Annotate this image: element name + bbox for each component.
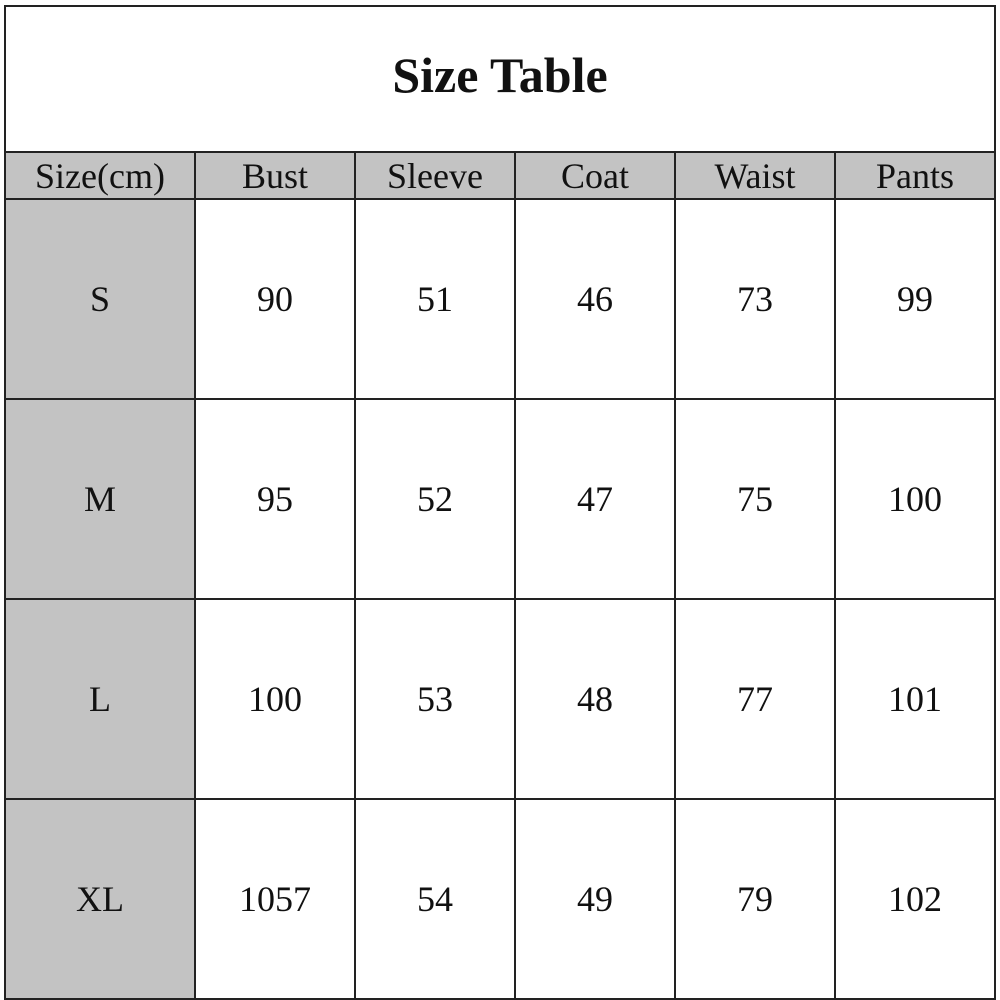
size-table-container: Size Table Size(cm) Bust Sleeve Coat Wai…	[4, 5, 996, 1000]
header-coat: Coat	[514, 151, 676, 200]
waist-cell: 77	[674, 598, 836, 800]
coat-cell: 48	[514, 598, 676, 800]
header-bust: Bust	[194, 151, 356, 200]
header-sleeve: Sleeve	[354, 151, 516, 200]
size-cell: S	[4, 198, 196, 400]
sleeve-cell: 53	[354, 598, 516, 800]
bust-cell: 95	[194, 398, 356, 600]
header-size: Size(cm)	[4, 151, 196, 200]
pants-cell: 101	[834, 598, 996, 800]
table-row: XL 1057 54 49 79 102	[4, 798, 996, 1000]
header-pants: Pants	[834, 151, 996, 200]
table-title: Size Table	[4, 5, 996, 153]
coat-cell: 49	[514, 798, 676, 1000]
table-row: M 95 52 47 75 100	[4, 398, 996, 600]
pants-cell: 100	[834, 398, 996, 600]
size-cell: L	[4, 598, 196, 800]
size-cell: M	[4, 398, 196, 600]
sleeve-cell: 52	[354, 398, 516, 600]
table-row: S 90 51 46 73 99	[4, 198, 996, 400]
pants-cell: 102	[834, 798, 996, 1000]
sleeve-cell: 54	[354, 798, 516, 1000]
header-waist: Waist	[674, 151, 836, 200]
pants-cell: 99	[834, 198, 996, 400]
bust-cell: 100	[194, 598, 356, 800]
coat-cell: 46	[514, 198, 676, 400]
bust-cell: 1057	[194, 798, 356, 1000]
sleeve-cell: 51	[354, 198, 516, 400]
coat-cell: 47	[514, 398, 676, 600]
size-table: Size Table Size(cm) Bust Sleeve Coat Wai…	[4, 5, 996, 1000]
waist-cell: 73	[674, 198, 836, 400]
size-cell: XL	[4, 798, 196, 1000]
waist-cell: 79	[674, 798, 836, 1000]
waist-cell: 75	[674, 398, 836, 600]
bust-cell: 90	[194, 198, 356, 400]
table-row: L 100 53 48 77 101	[4, 598, 996, 800]
header-row: Size(cm) Bust Sleeve Coat Waist Pants	[4, 151, 996, 200]
